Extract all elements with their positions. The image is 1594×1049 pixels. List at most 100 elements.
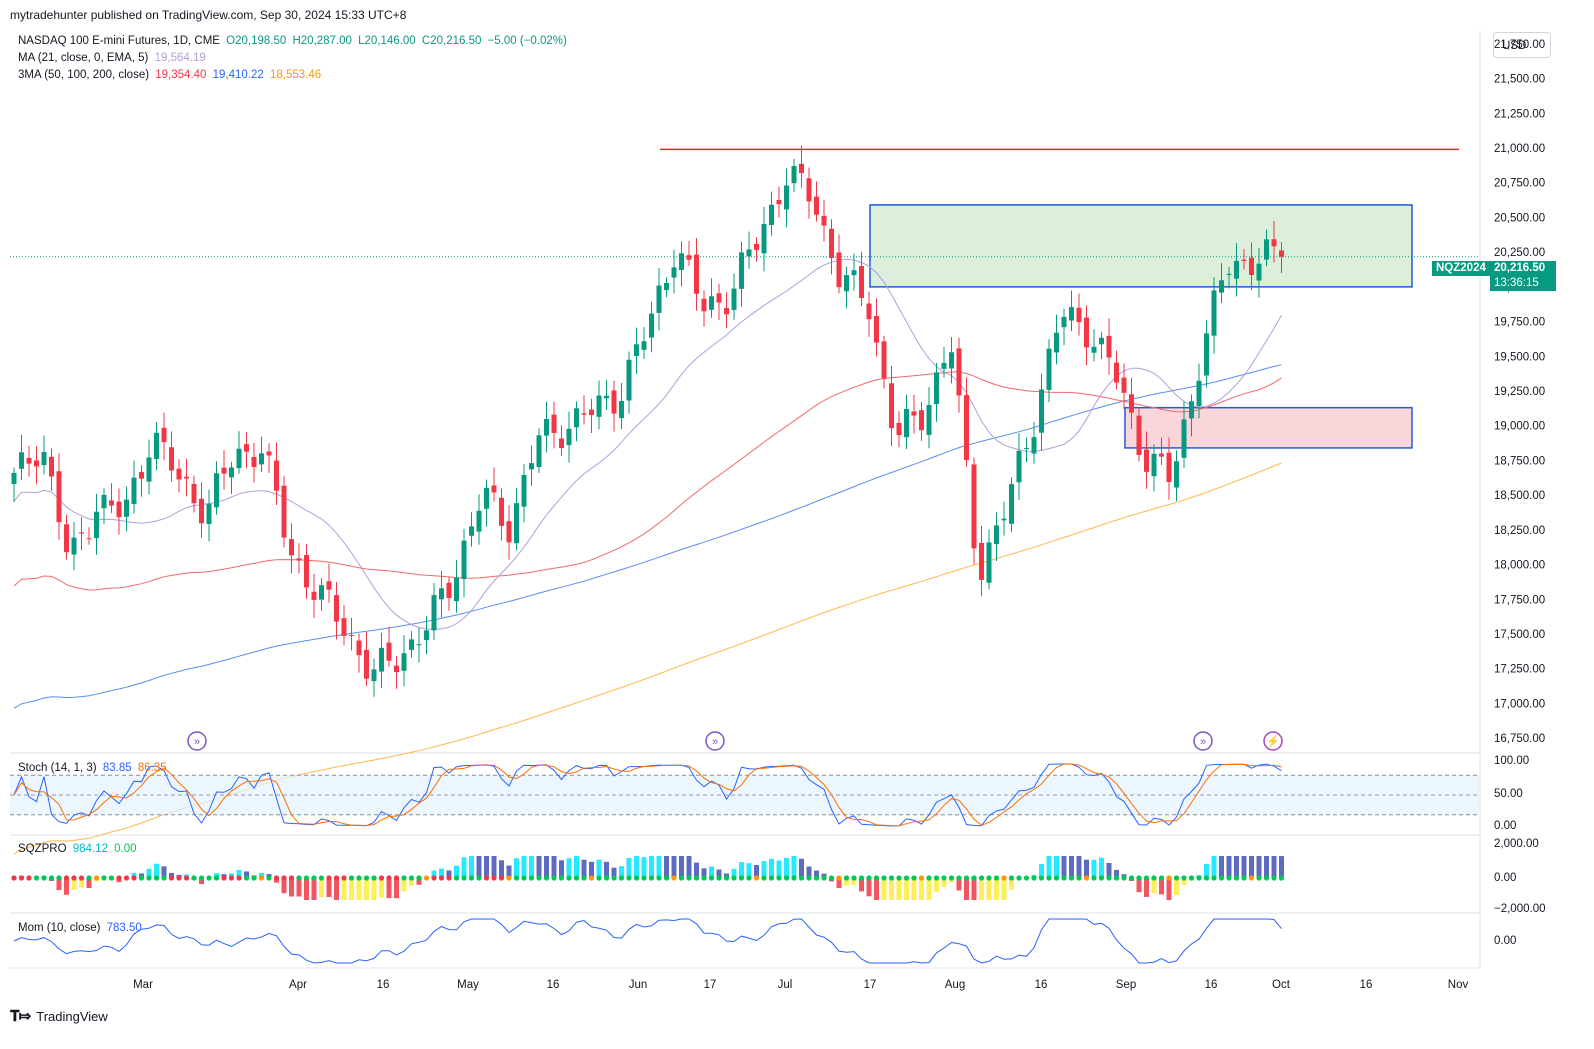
sqz-bar [589,861,594,878]
sqz-dot [851,875,857,881]
sqz-bar [1009,878,1014,890]
candle-body [476,510,482,532]
price-tick-label: 16,750.00 [1494,733,1545,745]
sqz-dot [843,875,850,881]
candle-body [191,483,197,504]
ma50-value: 19,354.40 [155,69,207,81]
sqz-bar [1174,878,1179,895]
candle-body [536,435,542,468]
candle-body [926,404,932,435]
sqz-bar [686,856,692,878]
time-tick-label: 16 [1035,979,1048,991]
candle-body [266,451,272,456]
sqz-dot [1001,875,1007,881]
candle-body [371,669,377,682]
candle-body [244,444,249,452]
price-tick-label: 19,000.00 [1494,421,1545,433]
candle-body [596,395,602,417]
sqz-bar [1106,862,1112,878]
time-tick-label: 16 [377,979,390,991]
sqz-dot [243,875,250,881]
sqz-dot [1098,875,1105,881]
candle-body [611,390,617,414]
ma-legend[interactable]: MA (21, close, 0, EMA, 5) 19,564.19 [18,52,209,64]
sqz-bar [574,856,579,878]
sqz-bar [79,878,84,888]
sqz-dot [603,875,610,881]
time-tick-label: May [457,979,479,991]
candle-body [1121,377,1127,393]
candle-body [1256,263,1262,281]
sqz-dot [393,875,400,881]
sqz-dot [251,875,257,881]
stoch-legend[interactable]: Stoch (14, 1, 3) 83.85 86.35 [18,762,170,774]
candle-body [866,303,872,320]
instrument-name[interactable]: NASDAQ 100 E-mini Futures, 1D, CME [18,35,220,47]
candle-body [566,428,572,446]
tradingview-logo-icon: 𝐓⤇ [10,1008,31,1025]
sqz-level-top: 2,000.00 [1494,838,1539,850]
footer-brand[interactable]: 𝐓⤇ TradingView [10,1007,108,1025]
candle-body [806,178,812,202]
sqz-dot [333,875,340,881]
price-tick-label: 21,750.00 [1494,39,1545,51]
time-tick-label: 17 [704,979,717,991]
sqz-bar [356,878,362,900]
price-tick-label: 18,000.00 [1494,560,1545,572]
sqz-bar [1084,859,1089,878]
mom-legend[interactable]: Mom (10, close) 783.50 [18,922,145,934]
price-tick-label: 18,750.00 [1494,455,1545,467]
sqz-v1: 984.12 [72,843,108,855]
candle-body [941,362,947,369]
sqz-bar [649,856,654,878]
candle-body [1024,448,1029,450]
sqz-dot [656,875,662,881]
sqz-bar [1001,878,1007,900]
sqz-dot [1038,875,1045,881]
event-icon [1263,731,1283,751]
sqz-bar [1076,856,1082,878]
candle-body [851,270,857,276]
currency-button[interactable]: USD [1493,32,1551,58]
sqz-bar [1039,863,1044,878]
sqz-dot [371,875,377,881]
candle-body [1204,333,1209,376]
candle-body [364,649,369,679]
sqz-bar [889,878,894,900]
high-value: H20,287.00 [292,35,352,47]
candle-body [439,588,444,600]
candle-body [686,255,692,260]
price-tick-label: 19,500.00 [1494,351,1545,363]
sqz-dot [468,875,475,881]
candle-body [1091,346,1097,353]
published-header: mytradehunter published on TradingView.c… [10,8,407,22]
sqz-bar [956,878,962,891]
candle-body [26,457,32,464]
sqz-dot [708,875,715,881]
sqz-dot [1128,875,1135,881]
candle-body [634,344,639,357]
candle-body [731,288,737,310]
last-price-tag: 20,216.50 [1490,261,1556,276]
sqz-bar [371,878,377,900]
candle-body [86,538,92,540]
candle-body [1001,518,1007,521]
sqz-dot [941,875,947,881]
sqz-dot [491,875,497,881]
sqz-bar [799,858,804,878]
sqz-dot [86,875,92,881]
sqz-dot [933,875,940,881]
sqz-bar [1114,869,1119,878]
sqz-dot [1241,875,1247,881]
candle-body [544,418,549,436]
sqz-label: SQZPRO [18,843,67,855]
candle-body [214,473,219,508]
sqz-bar [476,856,482,878]
sqz-dot [183,875,190,881]
sqz-legend[interactable]: SQZPRO 984.12 0.00 [18,843,140,855]
price-tick-label: 17,000.00 [1494,698,1545,710]
sqz-bar [1234,856,1239,878]
candle-body [979,542,984,580]
ma3-legend[interactable]: 3MA (50, 100, 200, close) 19,354.40 19,4… [18,69,324,81]
